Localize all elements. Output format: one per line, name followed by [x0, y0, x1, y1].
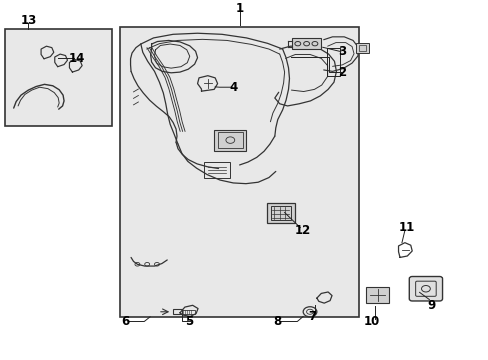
Text: 14: 14	[68, 52, 85, 65]
Bar	[173, 309, 182, 314]
Bar	[292, 38, 320, 49]
Text: 6: 6	[122, 315, 129, 328]
Bar	[214, 130, 246, 150]
Text: 4: 4	[229, 81, 237, 94]
Text: 13: 13	[20, 14, 37, 27]
Text: 2: 2	[338, 66, 346, 78]
FancyBboxPatch shape	[408, 276, 442, 301]
Bar	[204, 162, 230, 177]
Bar	[358, 45, 365, 50]
Bar	[182, 310, 194, 314]
Text: 10: 10	[363, 315, 379, 328]
Text: 5: 5	[184, 315, 192, 328]
Bar	[218, 132, 242, 148]
Text: 7: 7	[307, 310, 315, 323]
Bar	[120, 27, 359, 317]
Bar	[270, 206, 290, 220]
Text: 1: 1	[235, 2, 243, 15]
Bar	[266, 203, 294, 223]
Text: 11: 11	[398, 221, 414, 234]
Bar	[355, 43, 368, 53]
Bar	[5, 29, 112, 126]
Bar	[365, 287, 388, 303]
Text: 9: 9	[427, 299, 434, 312]
Text: 3: 3	[338, 45, 346, 58]
Text: 12: 12	[294, 224, 311, 237]
Text: 8: 8	[273, 315, 281, 328]
